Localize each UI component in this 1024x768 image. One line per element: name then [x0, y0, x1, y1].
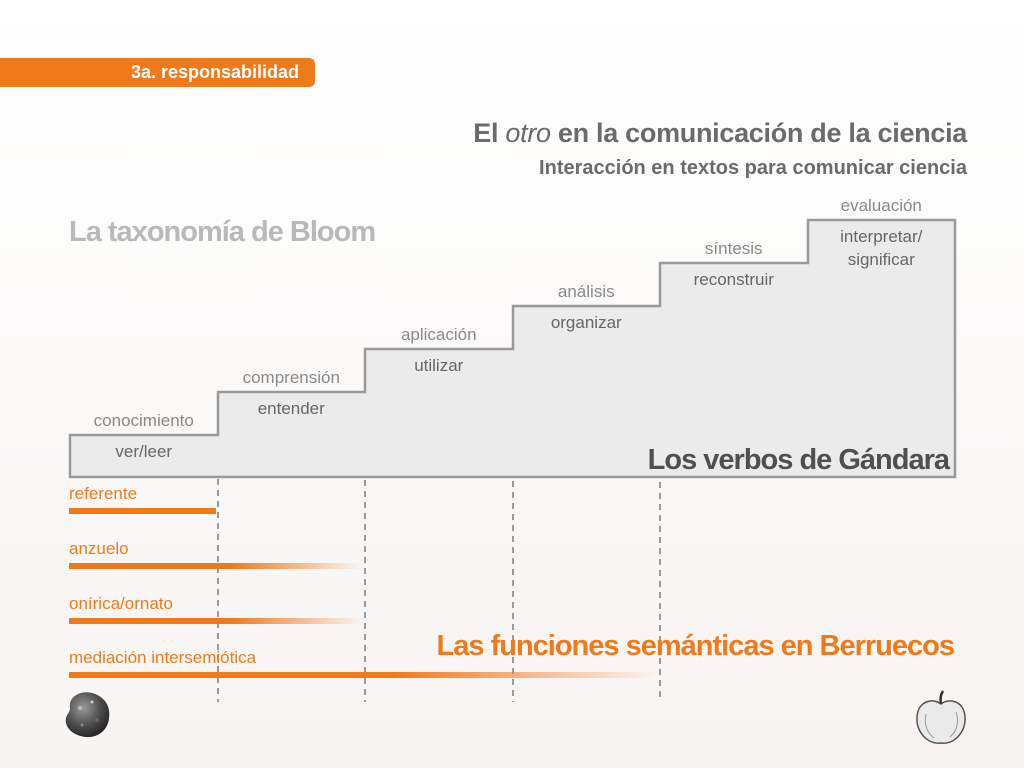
function-bar-2	[69, 618, 363, 624]
level-name-2: aplicación	[400, 325, 477, 344]
level-verb-4: reconstruir	[693, 270, 774, 289]
level-verb-5: interpretar/ significar	[840, 227, 923, 269]
title-prefix: El	[473, 118, 506, 148]
level-name-3: análisis	[557, 282, 615, 301]
page-subtitle: Interacción en textos para comunicar cie…	[539, 157, 967, 179]
level-name-4: síntesis	[704, 239, 763, 258]
level-name-1: comprensión	[242, 368, 340, 387]
level-verb-2: utilizar	[414, 356, 464, 375]
staircase-outline	[68, 218, 957, 479]
gandara-label: Los verbos de Gándara	[647, 444, 950, 476]
page-title: El otro en la comunicación de la ciencia	[473, 118, 967, 149]
title-suffix: en la comunicación de la ciencia	[550, 118, 967, 148]
function-bar-0	[69, 508, 216, 514]
function-label-1: anzuelo	[69, 539, 129, 558]
title-emphasis: otro	[505, 118, 551, 148]
section-tab: 3a. responsabilidad	[0, 58, 315, 87]
level-name-5: evaluación	[840, 196, 922, 215]
function-bar-1	[69, 563, 363, 569]
level-verb-3: organizar	[550, 313, 622, 332]
level-verb-1: entender	[257, 399, 325, 418]
apple-icon	[916, 690, 966, 744]
function-label-0: referente	[69, 484, 138, 503]
bloom-label: La taxonomía de Bloom	[69, 216, 376, 248]
function-label-2: onírica/ornato	[69, 594, 173, 613]
function-label-3: mediación intersemiótica	[69, 648, 257, 667]
berruecos-label: Las funciones semánticas en Berruecos	[436, 630, 955, 662]
level-verb-0: ver/leer	[115, 442, 173, 461]
rock-icon	[65, 692, 110, 738]
function-bar-3	[69, 672, 658, 678]
level-name-0: conocimiento	[93, 411, 194, 430]
